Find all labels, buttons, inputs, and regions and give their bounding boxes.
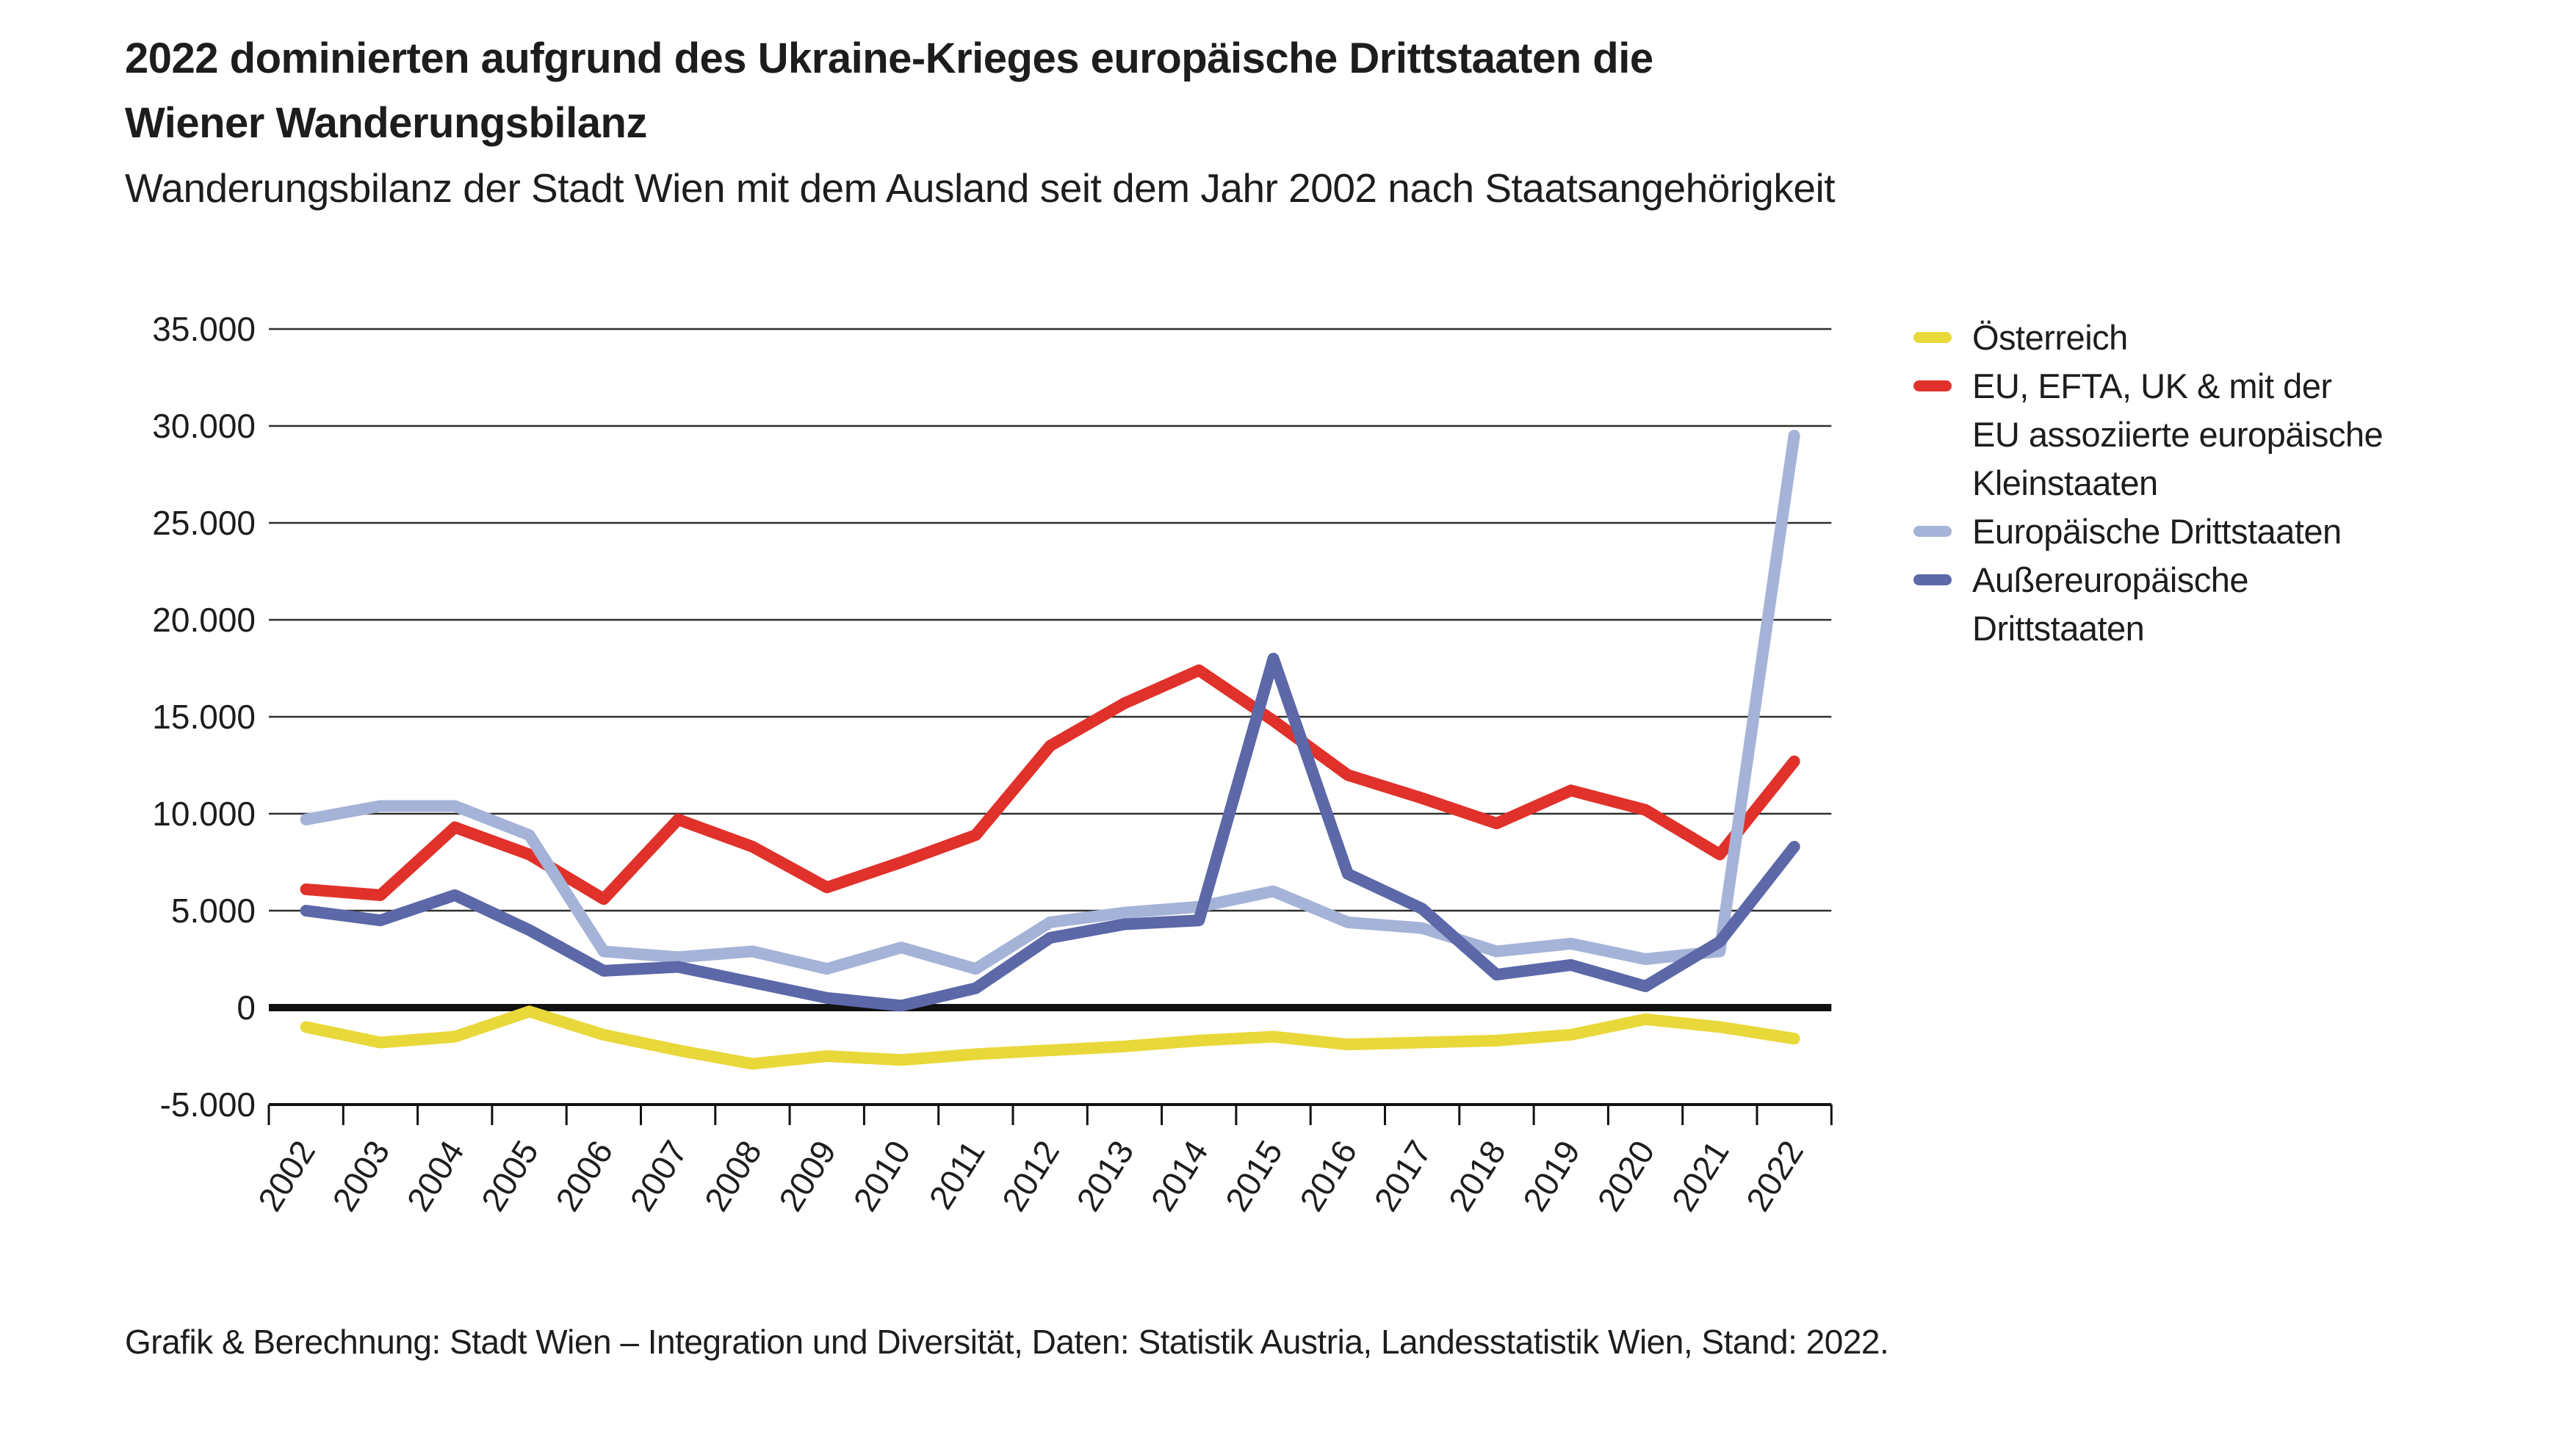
x-axis-tick-label: 2003 [325,1134,397,1218]
legend-item-austria: Österreich [1913,314,2383,362]
series-line-eu-efta-uk-mit-der-eu-assoziierte-europ-ische-kleinstaaten [300,664,1800,906]
series-line-au-ereurop-ische-drittstaaten [300,652,1800,1012]
y-axis-tick-label: 0 [237,989,256,1027]
y-axis-tick-label: -5.000 [160,1085,256,1124]
legend-item-eu: EU, EFTA, UK & mit der EU assoziierte eu… [1913,362,2384,507]
chart-subtitle: Wanderungsbilanz der Stadt Wien mit dem … [125,165,1836,211]
legend-swatch-non-european-third-icon [1913,574,1952,585]
chart-title-line-2: Wiener Wanderungsbilanz [125,99,647,147]
legend-label-eu: EU, EFTA, UK & mit der EU assoziierte eu… [1972,366,2384,502]
y-axis-tick-label: 35.000 [152,310,256,348]
legend-swatch-european-third-icon [1913,526,1952,537]
x-axis-tick-label: 2007 [622,1134,694,1218]
x-axis-tick-label: 2012 [995,1134,1067,1218]
x-axis-tick-label: 2021 [1664,1134,1736,1218]
chart-title-line-1: 2022 dominierten aufgrund des Ukraine-Kr… [125,35,1653,82]
title-block: 2022 dominierten aufgrund des Ukraine-Kr… [125,26,1836,220]
x-axis-tick-label: 2017 [1366,1134,1438,1218]
y-axis-tick-label: 5.000 [171,892,256,930]
x-axis-tick-label: 2022 [1739,1134,1811,1218]
x-axis-tick-label: 2011 [921,1134,992,1215]
x-axis-tick-label: 2005 [474,1134,546,1218]
series-line-europ-ische-drittstaaten [300,430,1800,975]
y-axis-tick-label: 25.000 [152,504,256,542]
x-axis-tick-label: 2015 [1218,1134,1290,1218]
legend-label-european-third: Europäische Drittstaaten [1972,512,2342,551]
legend-label-non-european-third: Außereuropäische Drittstaaten [1972,560,2249,648]
x-axis-tick-label: 2014 [1143,1134,1215,1218]
x-axis-tick-label: 2018 [1441,1134,1513,1218]
source-note: Grafik & Berechnung: Stadt Wien – Integr… [125,1323,1889,1361]
legend-label-austria: Österreich [1972,318,2128,357]
series-line--sterreich [300,1005,1800,1070]
y-axis-tick-label: 10.000 [152,795,256,833]
x-axis-tick-label: 2008 [697,1134,769,1218]
legend-swatch-austria-icon [1913,332,1952,343]
y-axis-tick-label: 15.000 [152,698,256,736]
x-axis-tick-label: 2019 [1515,1134,1587,1218]
legend-swatch-eu-icon [1913,380,1952,391]
y-axis-tick-label: 20.000 [152,601,256,639]
legend-item-european-third: Europäische Drittstaaten [1913,507,2383,556]
chart-legend: Österreich EU, EFTA, UK & mit der EU asso… [1913,314,2384,653]
x-axis-tick-label: 2004 [399,1134,471,1218]
x-axis-tick-label: 2013 [1069,1134,1141,1218]
y-axis-tick-label: 30.000 [152,407,256,445]
x-axis-tick-label: 2020 [1590,1134,1662,1218]
x-axis-tick-label: 2006 [548,1134,620,1218]
x-axis-tick-label: 2002 [250,1134,322,1218]
x-axis-tick-label: 2016 [1292,1134,1364,1218]
x-axis-tick-label: 2009 [771,1134,843,1218]
legend-item-non-european-third: Außereuropäische Drittstaaten [1913,556,2383,653]
x-axis-tick-label: 2010 [845,1134,917,1218]
